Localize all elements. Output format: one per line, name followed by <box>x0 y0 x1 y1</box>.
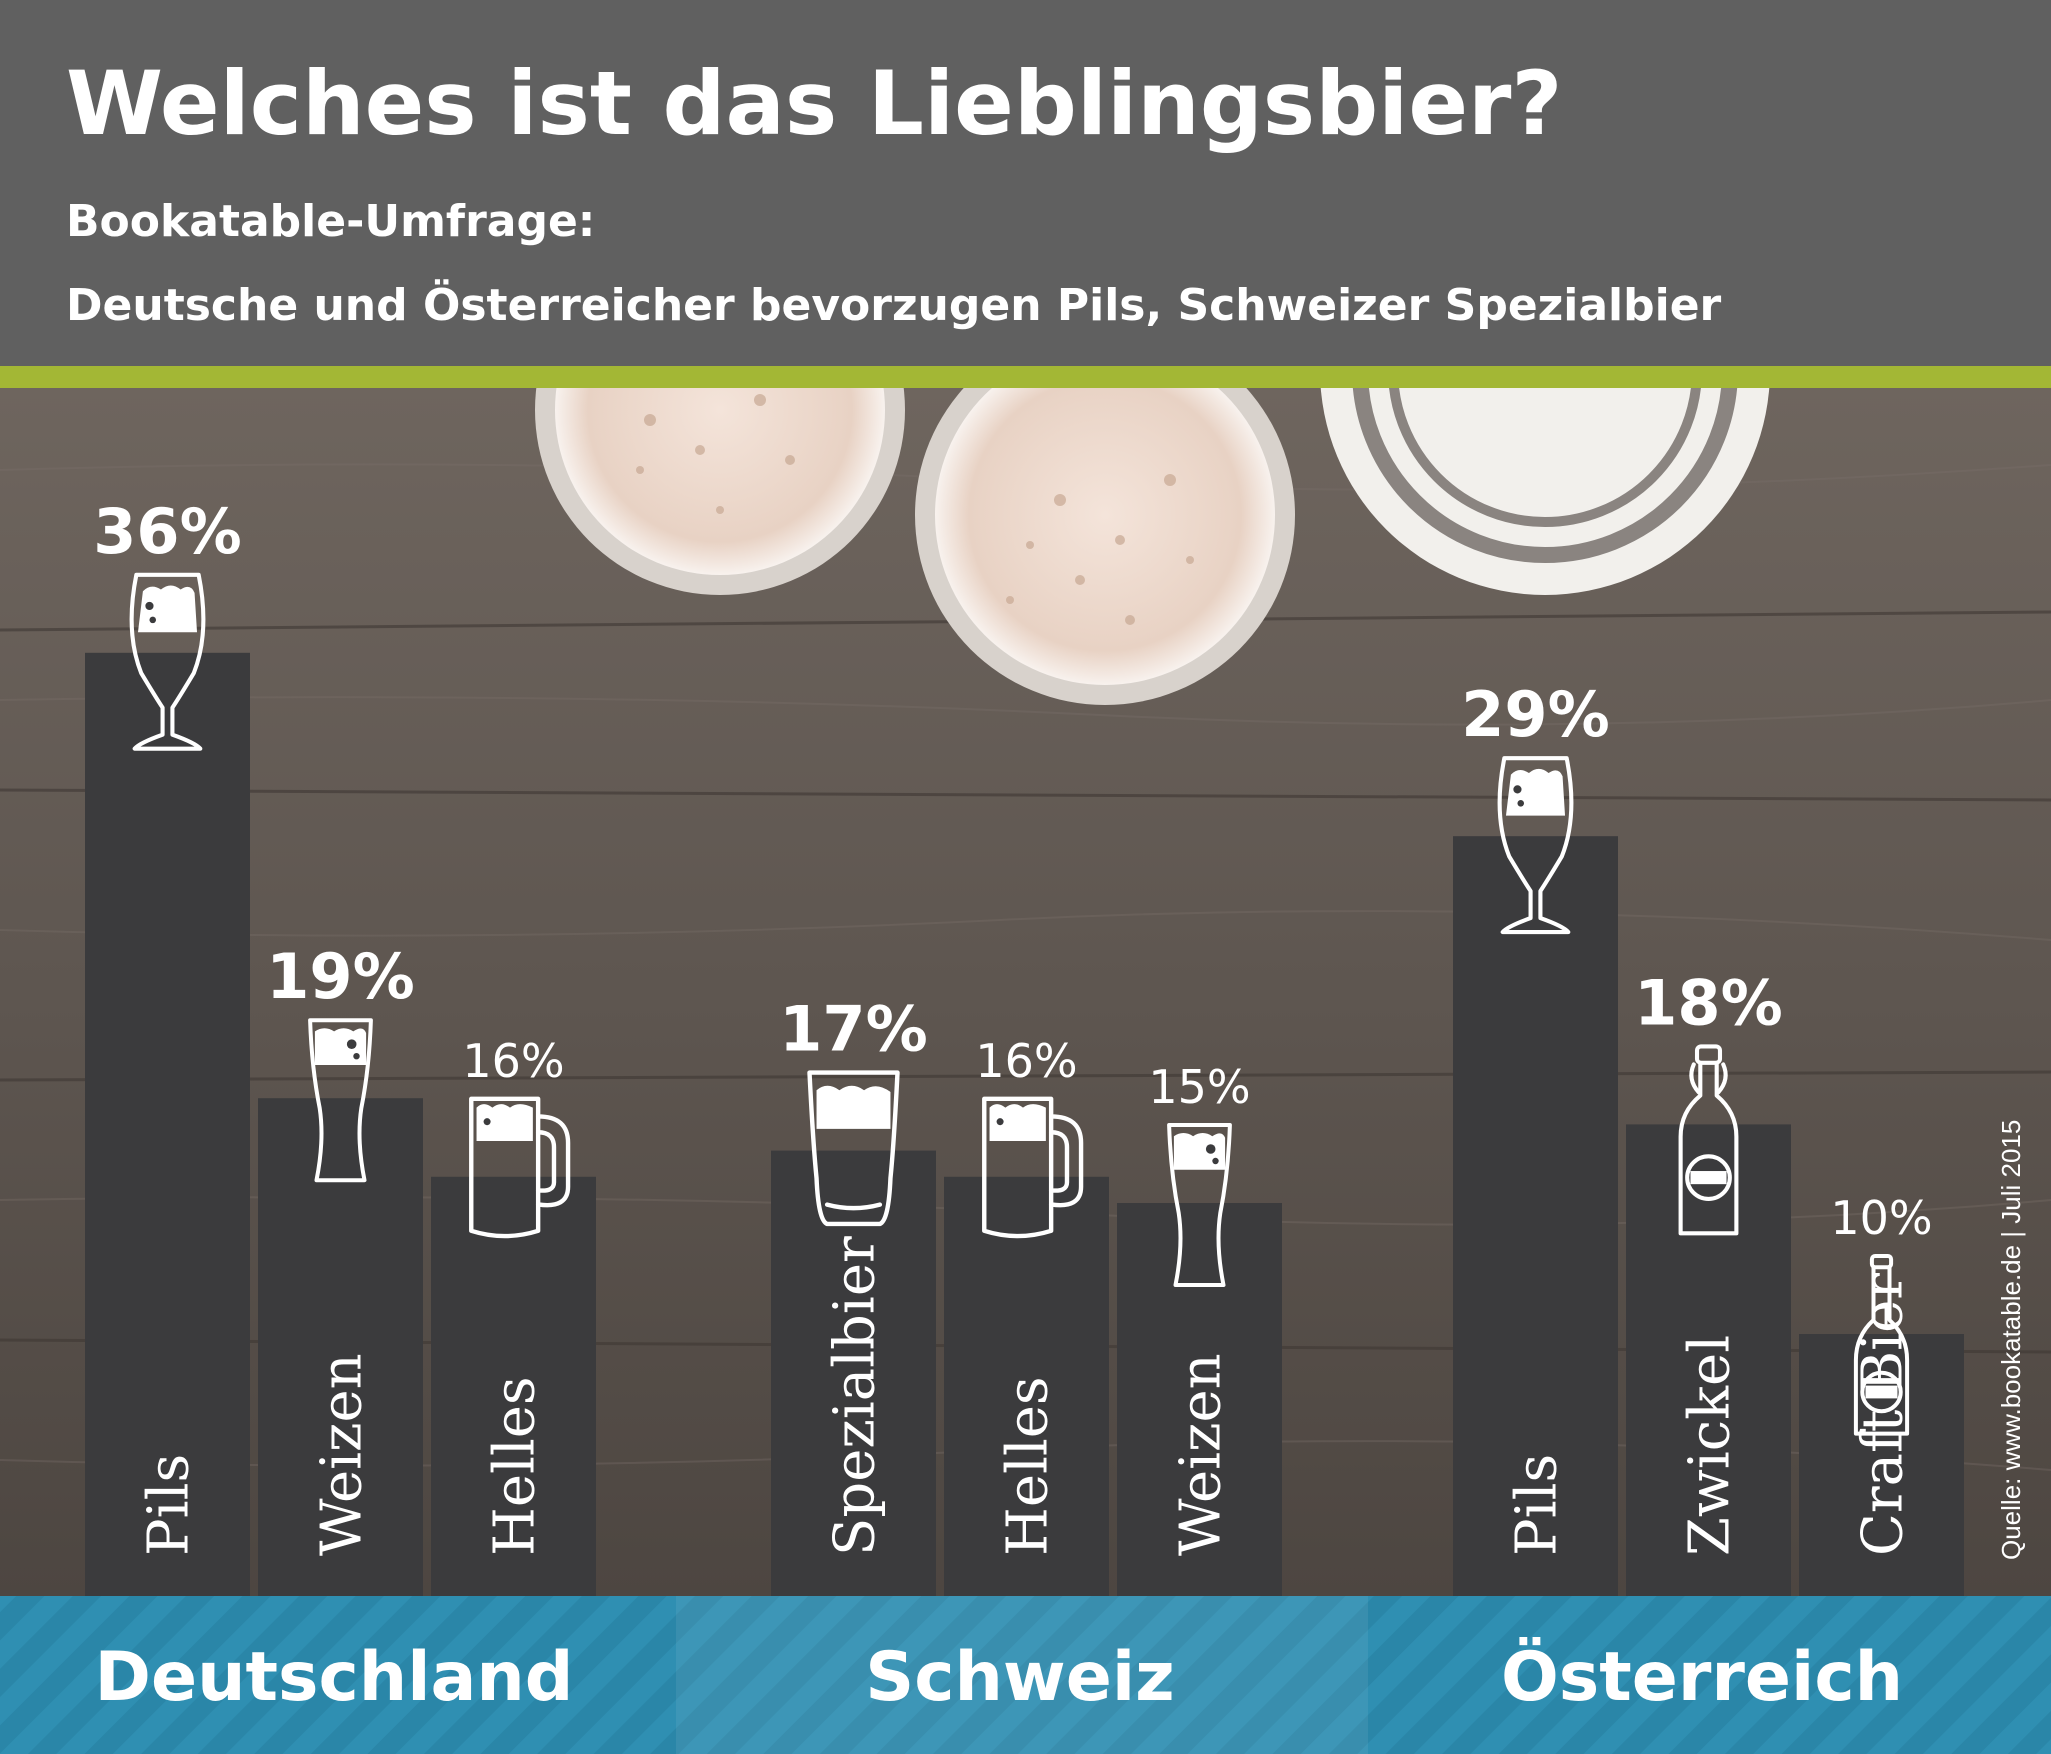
value-label: 19% <box>266 940 414 1013</box>
country-labels-layer: Deutschland Schweiz Österreich <box>95 1637 1904 1717</box>
group-österreich: 29% Pils 18% Zwickel 10% Craft Bier <box>1453 678 1964 1596</box>
page-title: Welches ist das Lieblingsbier? <box>66 52 1563 155</box>
group-schweiz: 17% Spezialbier 16% Helles 15% Weizen <box>771 993 1282 1596</box>
pint-glass-icon <box>807 1070 900 1227</box>
country-label-österreich: Österreich <box>1501 1637 1903 1717</box>
value-label: 36% <box>93 495 241 568</box>
header-banner <box>0 0 2051 366</box>
bar-pils <box>85 652 250 1596</box>
country-label-deutschland: Deutschland <box>95 1638 574 1717</box>
beer-glasses-photo <box>535 388 1770 705</box>
country-label-schweiz: Schweiz <box>865 1638 1175 1717</box>
value-label: 18% <box>1634 966 1782 1039</box>
accent-stripe <box>0 366 2051 388</box>
category-label: Pils <box>137 1454 202 1556</box>
beer-mug-icon <box>982 1096 1084 1239</box>
weizen-glass-icon <box>1167 1122 1232 1288</box>
bar-pils <box>1453 836 1618 1596</box>
bars-layer: 36%Pils19%Weizen16%Helles17%Spezialbier1… <box>85 495 1964 1596</box>
value-label: 16% <box>975 1034 1077 1088</box>
category-label: Weizen <box>1169 1353 1234 1556</box>
bar-weizen <box>1117 1203 1282 1596</box>
bar-chart: 36%Pils19%Weizen16%Helles17%Spezialbier1… <box>0 388 2051 1754</box>
subtitle-survey: Bookatable-Umfrage: <box>66 196 596 247</box>
beer-mug-icon <box>469 1096 571 1239</box>
subtitle-summary: Deutsche und Österreicher bevorzugen Pil… <box>66 280 1722 331</box>
category-label: Helles <box>996 1376 1061 1556</box>
category-label: Zwickel <box>1678 1335 1743 1556</box>
value-label: 10% <box>1830 1191 1932 1245</box>
footer-band <box>0 1596 2051 1754</box>
tulip-glass-icon <box>1497 756 1574 935</box>
category-label: Pils <box>1505 1454 1570 1556</box>
bar-helles <box>431 1176 596 1596</box>
group-deutschland: 36% Pils 19% Weizen 16% Helles <box>85 495 596 1596</box>
value-label: 29% <box>1461 678 1609 751</box>
category-label: Craft Bier <box>1851 1273 1916 1556</box>
swing-top-bottle-icon <box>1678 1044 1739 1236</box>
value-label: 16% <box>462 1034 564 1088</box>
long-neck-bottle-icon <box>1853 1253 1910 1436</box>
value-label: 15% <box>1148 1060 1250 1114</box>
bar-craft-bier <box>1799 1334 1964 1596</box>
tulip-glass-icon <box>129 572 206 751</box>
category-label: Weizen <box>310 1353 375 1556</box>
value-label: 17% <box>779 993 927 1066</box>
category-label: Spezialbier <box>823 1236 888 1556</box>
source-note: Quelle: www.bookatable.de | Juli 2015 <box>1996 1120 2026 1560</box>
category-label: Helles <box>483 1376 548 1556</box>
weizen-glass-icon <box>308 1018 373 1183</box>
bar-zwickel <box>1626 1124 1791 1596</box>
bar-helles <box>944 1176 1109 1596</box>
